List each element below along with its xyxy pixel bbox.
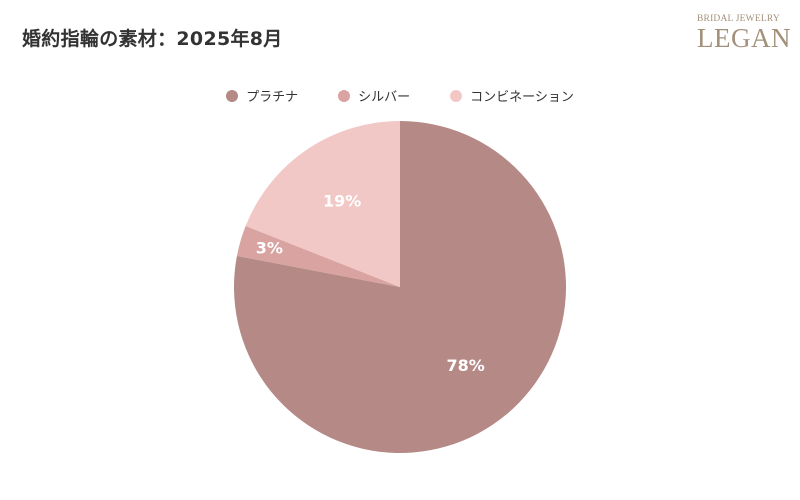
slice-silver[interactable] <box>236 225 400 287</box>
legend-label: コンビネーション <box>470 90 574 105</box>
legend-item-combination[interactable]: コンビネーション <box>450 86 574 105</box>
chart-legend: プラチナ シルバー コンビネーション <box>0 86 800 105</box>
logo-wordmark: LEGAN <box>697 23 791 53</box>
slice-label-combination: 19% <box>323 191 361 210</box>
chart-title: 婚約指輪の素材：2025年8月 <box>22 28 283 50</box>
legend-swatch <box>338 89 351 102</box>
legend-item-platinum[interactable]: プラチナ <box>226 86 298 105</box>
slice-combination[interactable] <box>245 120 400 287</box>
legend-swatch <box>226 89 239 102</box>
legend-item-silver[interactable]: シルバー <box>338 86 410 105</box>
legend-label: プラチナ <box>246 90 299 105</box>
legend-label: シルバー <box>358 90 411 105</box>
legend-swatch <box>450 89 463 102</box>
logo-tagline: BRIDAL JEWELRY <box>697 14 780 24</box>
brand-logo: BRIDAL JEWELRY LEGAN <box>697 14 791 53</box>
slice-label-silver: 3% <box>256 239 283 258</box>
slice-label-platinum: 78% <box>446 356 484 375</box>
